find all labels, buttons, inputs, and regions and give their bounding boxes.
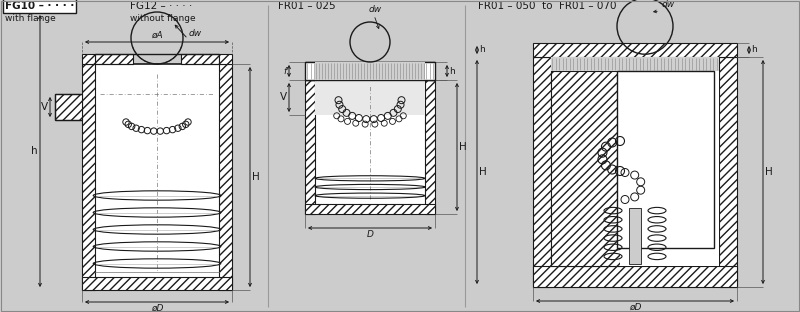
Bar <box>305 80 315 214</box>
Text: with flange: with flange <box>5 14 56 23</box>
Bar <box>95 64 219 277</box>
Bar <box>620 71 719 266</box>
Bar <box>533 266 737 287</box>
Bar <box>629 208 641 264</box>
Bar <box>551 57 719 266</box>
Text: dw: dw <box>189 29 202 38</box>
Bar <box>551 57 719 71</box>
Text: FG10 – · · · ·: FG10 – · · · · <box>5 1 74 11</box>
Text: øD: øD <box>151 304 163 312</box>
Text: D: D <box>366 230 374 239</box>
Text: dw: dw <box>662 0 675 9</box>
Bar <box>305 204 435 214</box>
Bar <box>82 54 95 64</box>
Bar <box>617 71 714 248</box>
Text: h: h <box>31 146 38 156</box>
Bar <box>551 71 620 266</box>
Text: øA: øA <box>151 31 163 40</box>
Bar <box>95 54 133 64</box>
Bar <box>305 62 435 80</box>
Text: f: f <box>284 66 287 76</box>
Text: FR01 – 050  to  FR01 – 070: FR01 – 050 to FR01 – 070 <box>478 1 617 11</box>
Bar <box>55 94 82 120</box>
Text: FR01 – 025: FR01 – 025 <box>278 1 336 11</box>
Bar <box>719 57 737 287</box>
Bar <box>219 54 232 64</box>
Text: h: h <box>449 66 454 76</box>
Bar <box>425 80 435 214</box>
Text: without flange: without flange <box>130 14 196 23</box>
Text: H: H <box>252 172 260 182</box>
Text: øD: øD <box>629 303 641 312</box>
Text: FG12 – · · · ·: FG12 – · · · · <box>130 1 192 11</box>
Bar <box>82 277 232 290</box>
Bar <box>315 80 425 115</box>
Text: dw: dw <box>369 5 382 14</box>
Bar <box>315 80 425 204</box>
Bar <box>82 64 95 290</box>
Text: H: H <box>765 167 773 177</box>
Text: h: h <box>751 46 757 55</box>
Bar <box>219 64 232 290</box>
Bar <box>181 54 219 64</box>
Bar <box>533 57 551 287</box>
Bar <box>533 43 737 57</box>
Text: h: h <box>479 46 485 55</box>
Text: H: H <box>459 142 466 152</box>
Text: H: H <box>479 167 486 177</box>
Bar <box>315 62 425 80</box>
Text: V: V <box>41 102 48 112</box>
Text: V: V <box>280 92 287 103</box>
